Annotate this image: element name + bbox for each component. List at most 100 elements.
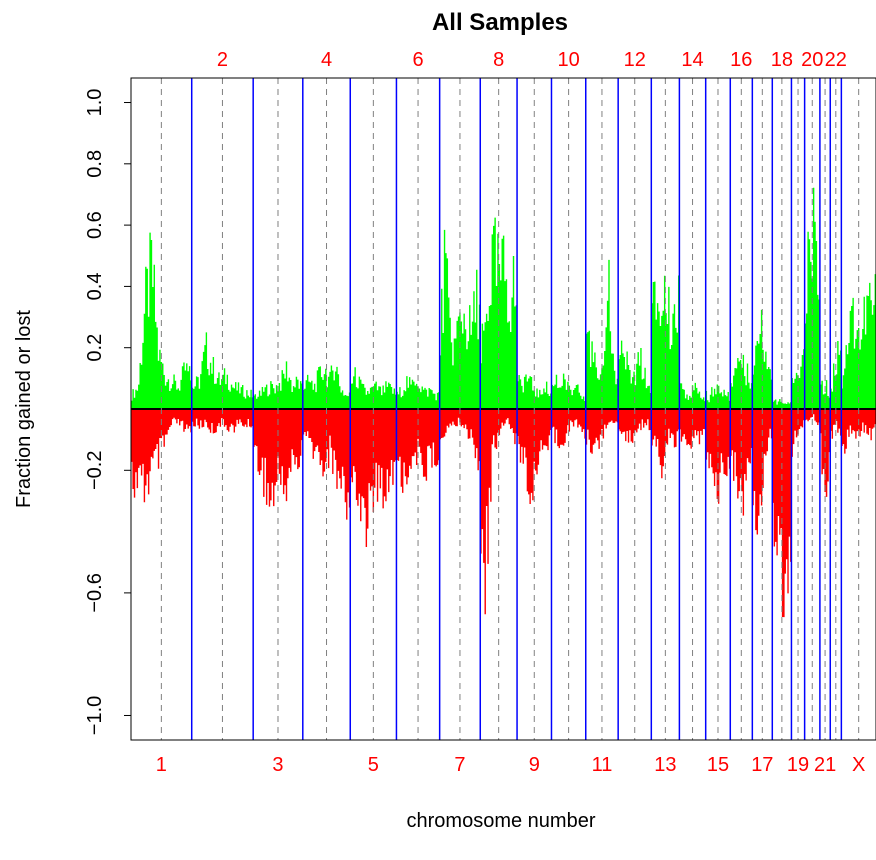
loss-bars-chr-1	[131, 409, 192, 503]
gain-bars-chr-14	[679, 382, 706, 409]
gain-series	[131, 232, 192, 409]
gain-bars-chr-16	[730, 354, 753, 409]
gain-bars-chr-2	[191, 332, 254, 409]
y-tick-label: 0.6	[84, 211, 106, 239]
gain-bars-chr-22	[830, 340, 842, 409]
loss-bars-chr-10	[551, 409, 586, 449]
loss-series	[302, 409, 351, 520]
loss-series	[480, 409, 518, 615]
chart-title: All Samples	[432, 9, 568, 36]
gain-series	[730, 354, 753, 409]
loss-bars-chr-16	[730, 409, 753, 516]
chromosome-label-15: 15	[707, 754, 729, 776]
loss-bars-chr-2	[191, 409, 254, 434]
loss-bars-chr-11	[585, 409, 619, 454]
loss-bars-chr-7	[439, 409, 481, 471]
chromosome-label-20: 20	[801, 49, 823, 71]
chromosome-label-12: 12	[624, 49, 646, 71]
gain-series	[585, 259, 619, 409]
gain-series	[830, 340, 842, 409]
y-tick-label: −1.0	[84, 696, 106, 735]
y-tick-label: −0.2	[84, 451, 106, 490]
chromosome-label-17: 17	[751, 754, 773, 776]
chromosome-label-18: 18	[771, 49, 793, 71]
chromosome-label-21: 21	[814, 754, 836, 776]
loss-series	[585, 409, 619, 454]
gain-bars-chr-6	[396, 376, 440, 409]
gain-series	[439, 229, 481, 409]
chromosome-label-7: 7	[454, 754, 465, 776]
gain-bars-chr-17	[752, 309, 773, 409]
loss-bars-chr-4	[302, 409, 351, 520]
gain-bars-chr-X	[841, 274, 876, 409]
chromosome-label-X: X	[852, 754, 865, 776]
y-tick-label: −0.6	[84, 573, 106, 612]
loss-series	[804, 409, 820, 426]
loss-bars-chr-20	[804, 409, 820, 426]
chromosome-labels: 1 3 5 7 9 11 13 15 17 19 21 X2 4 6 8 10 12 14 16 18 20 22	[156, 49, 866, 776]
loss-series	[253, 409, 303, 507]
plot-frame	[130, 77, 876, 741]
gain-bars-chr-21	[819, 380, 831, 409]
loss-series	[679, 409, 706, 449]
gain-bars-chr-18	[772, 398, 792, 409]
loss-series	[752, 409, 773, 535]
gain-series	[396, 376, 440, 409]
y-axis: −1.0 −0.6 −0.2 0.2 0.4 0.6 0.8 1.0	[84, 89, 131, 735]
gain-series	[253, 361, 303, 409]
chromosome-label-14: 14	[681, 49, 703, 71]
plot-area	[131, 78, 876, 740]
loss-bars-chr-X	[841, 409, 876, 454]
gain-bars-chr-12	[618, 340, 652, 409]
loss-bars-chr-18	[772, 409, 792, 618]
gain-bars-chr-7	[439, 229, 481, 409]
gain-bars-chr-3	[253, 361, 303, 409]
loss-series	[191, 409, 254, 434]
y-tick-label: 0.4	[84, 273, 106, 301]
gain-bars-chr-1	[131, 232, 192, 409]
gain-bars-chr-11	[585, 259, 619, 409]
gain-series	[191, 332, 254, 409]
chromosome-label-8: 8	[493, 49, 504, 71]
y-axis-label: Fraction gained or lost	[13, 310, 35, 508]
chromosome-label-11: 11	[592, 754, 613, 776]
chromosome-label-4: 4	[321, 49, 332, 71]
x-axis-label: chromosome number	[407, 810, 596, 832]
chromosome-label-22: 22	[825, 49, 847, 71]
loss-series	[618, 409, 652, 443]
chromosome-label-9: 9	[529, 754, 540, 776]
gain-series	[752, 309, 773, 409]
loss-bars-chr-6	[396, 409, 440, 493]
loss-series	[439, 409, 481, 471]
chromosome-label-3: 3	[272, 754, 283, 776]
loss-bars-chr-8	[480, 409, 518, 615]
gain-series	[841, 274, 876, 409]
loss-series	[772, 409, 792, 618]
y-tick-label: 1.0	[84, 89, 106, 117]
y-tick-label: 0.8	[84, 150, 106, 178]
loss-series	[131, 409, 192, 503]
loss-series	[551, 409, 586, 449]
chromosome-label-16: 16	[730, 49, 752, 71]
chromosome-label-2: 2	[217, 49, 228, 71]
chromosome-label-13: 13	[654, 754, 676, 776]
chromosome-label-6: 6	[412, 49, 423, 71]
gain-series	[819, 380, 831, 409]
gain-series	[679, 382, 706, 409]
loss-bars-chr-17	[752, 409, 773, 535]
gain-series	[618, 340, 652, 409]
chromosome-label-10: 10	[557, 49, 579, 71]
gain-series	[705, 384, 731, 409]
loss-bars-chr-3	[253, 409, 303, 507]
loss-bars-chr-12	[618, 409, 652, 443]
loss-series	[396, 409, 440, 493]
y-tick-label: 0.2	[84, 334, 106, 362]
chromosome-label-19: 19	[787, 754, 809, 776]
chromosome-label-1: 1	[156, 754, 167, 776]
loss-series	[730, 409, 753, 516]
gain-bars-chr-15	[705, 384, 731, 409]
gain-series	[772, 398, 792, 409]
loss-series	[841, 409, 876, 454]
chromosome-label-5: 5	[368, 754, 379, 776]
